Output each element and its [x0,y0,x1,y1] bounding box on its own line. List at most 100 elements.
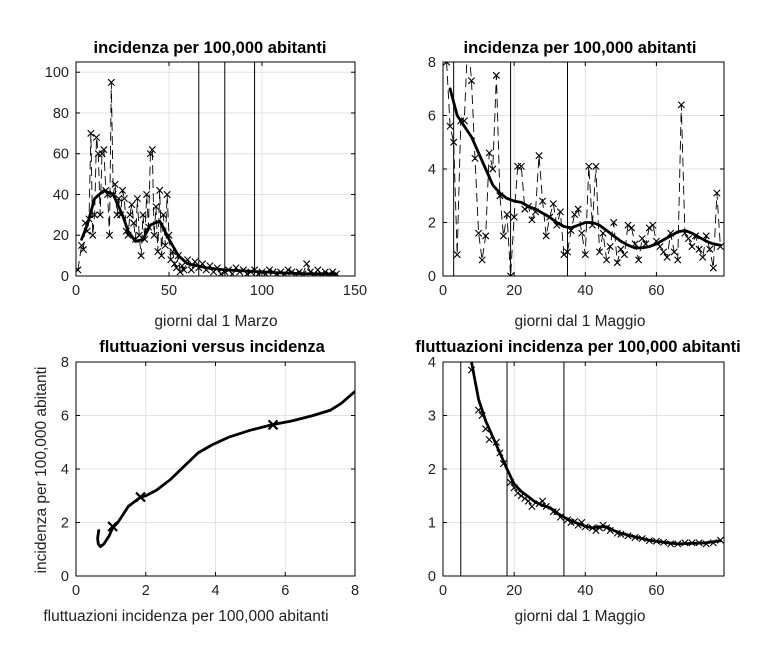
y-tick-label: 0 [61,269,69,285]
series-group [76,78,340,276]
y-tick-label: 8 [61,355,69,371]
data-point-marker [107,78,115,86]
y-tick-label: 6 [428,109,436,125]
x-tick-label: 4 [211,583,219,599]
x-tick-label: 20 [506,583,522,599]
data-point-marker [627,224,636,232]
data-point-marker [510,213,518,221]
x-tick-label: 150 [343,283,367,299]
data-point-marker [492,71,500,79]
panel-title: fluttuazioni incidenza per 100,000 abita… [415,338,741,356]
data-point-marker [79,245,88,254]
data-point-marker [443,62,451,66]
y-tick-label: 2 [428,462,436,478]
data-point-marker [139,211,147,219]
data-point-marker [677,101,685,109]
data-point-marker [503,210,511,219]
data-point-marker [571,210,579,219]
panel-incidenza-maggio: incidenza per 100,000 abitanti 0 20 40 60 0 2… [428,32,725,330]
data-point-marker [152,203,160,211]
data-point-marker [228,270,236,276]
data-point-marker [563,248,572,256]
x-tick-label: 40 [577,583,593,599]
x-tick-label: 0 [72,283,80,299]
x-tick-label: 100 [250,283,274,299]
data-point-marker [549,200,557,208]
x-tick-label: 60 [648,283,664,299]
data-point-marker [613,259,621,267]
y-tick-label: 4 [61,462,69,478]
data-point-marker [163,190,171,199]
data-point-marker [130,219,138,227]
data-point-marker [471,154,479,162]
data-point-marker [187,266,195,274]
y-tick-label: 0 [428,269,436,285]
data-point-marker [649,221,657,229]
data-point-marker [76,266,82,274]
panel-incidenza-marzo: incidenza per 100,000 abitanti 0 50 100 150… [45,39,367,330]
data-point-marker [128,201,136,209]
data-point-marker [620,251,628,259]
data-point-marker [578,229,586,237]
data-point-marker [450,138,458,146]
data-point-marker [482,232,490,240]
data-point-marker [111,180,119,188]
series-line-trajectory [96,390,355,548]
data-point-marker [133,194,141,203]
data-point-marker [118,186,127,194]
series-group [467,362,724,548]
series-group [443,32,724,276]
data-point-marker [107,521,118,532]
data-point-marker [157,252,166,260]
data-point-marker [499,232,508,240]
data-point-marker [96,211,104,219]
panel-title: incidenza per 100,000 abitanti [94,39,327,57]
x-tick-label: 2 [142,583,150,599]
data-point-marker [77,241,86,250]
y-tick-label: 4 [428,162,436,178]
data-point-marker [92,133,101,141]
data-point-marker [465,32,471,38]
data-point-marker [706,245,714,253]
data-point-marker [638,234,646,243]
data-point-marker [126,211,134,219]
data-point-marker [135,231,143,239]
series-line-smoothed [448,87,722,250]
y-tick-label: 6 [61,409,69,425]
data-point-marker [150,231,158,239]
data-point-marker [98,150,106,158]
data-point-marker [581,251,589,259]
data-point-marker [176,268,184,276]
panel-title: fluttuazioni versus incidenza [99,338,325,356]
data-point-marker [517,162,525,170]
y-tick-label: 40 [53,187,69,203]
y-tick-label: 0 [61,569,69,585]
data-point-marker [91,211,99,219]
data-point-marker [684,234,693,243]
data-point-marker [178,262,186,270]
data-point-marker [446,122,454,130]
panel-fluttuazioni-incidenza: fluttuazioni incidenza per 100,000 abita… [415,338,741,625]
data-point-marker [146,150,154,158]
y-tick-label: 100 [45,65,69,81]
data-point-marker [528,502,536,511]
data-point-marker [674,256,682,264]
data-point-marker [695,245,703,253]
series-line-daily [446,62,721,276]
y-tick-label: 3 [428,409,436,425]
data-point-marker [156,186,164,194]
data-point-marker [506,272,515,276]
series-line-fit [470,362,722,546]
y-tick-label: 1 [428,516,436,532]
data-point-marker [556,208,564,216]
data-point-marker [217,270,225,276]
data-point-marker [560,251,568,259]
plot-area: 0 20 40 60 0 2 4 6 8 [428,32,725,299]
data-point-marker [170,260,179,268]
panel-fluttuazioni-versus-incidenza: fluttuazioni versus incidenza 0 2 4 6 8 0 2 4 6 8… [33,338,359,625]
data-point-marker [645,224,653,232]
axes-box [75,61,356,277]
data-point-marker [688,242,696,251]
data-point-marker [143,190,151,199]
data-point-marker [663,253,671,261]
